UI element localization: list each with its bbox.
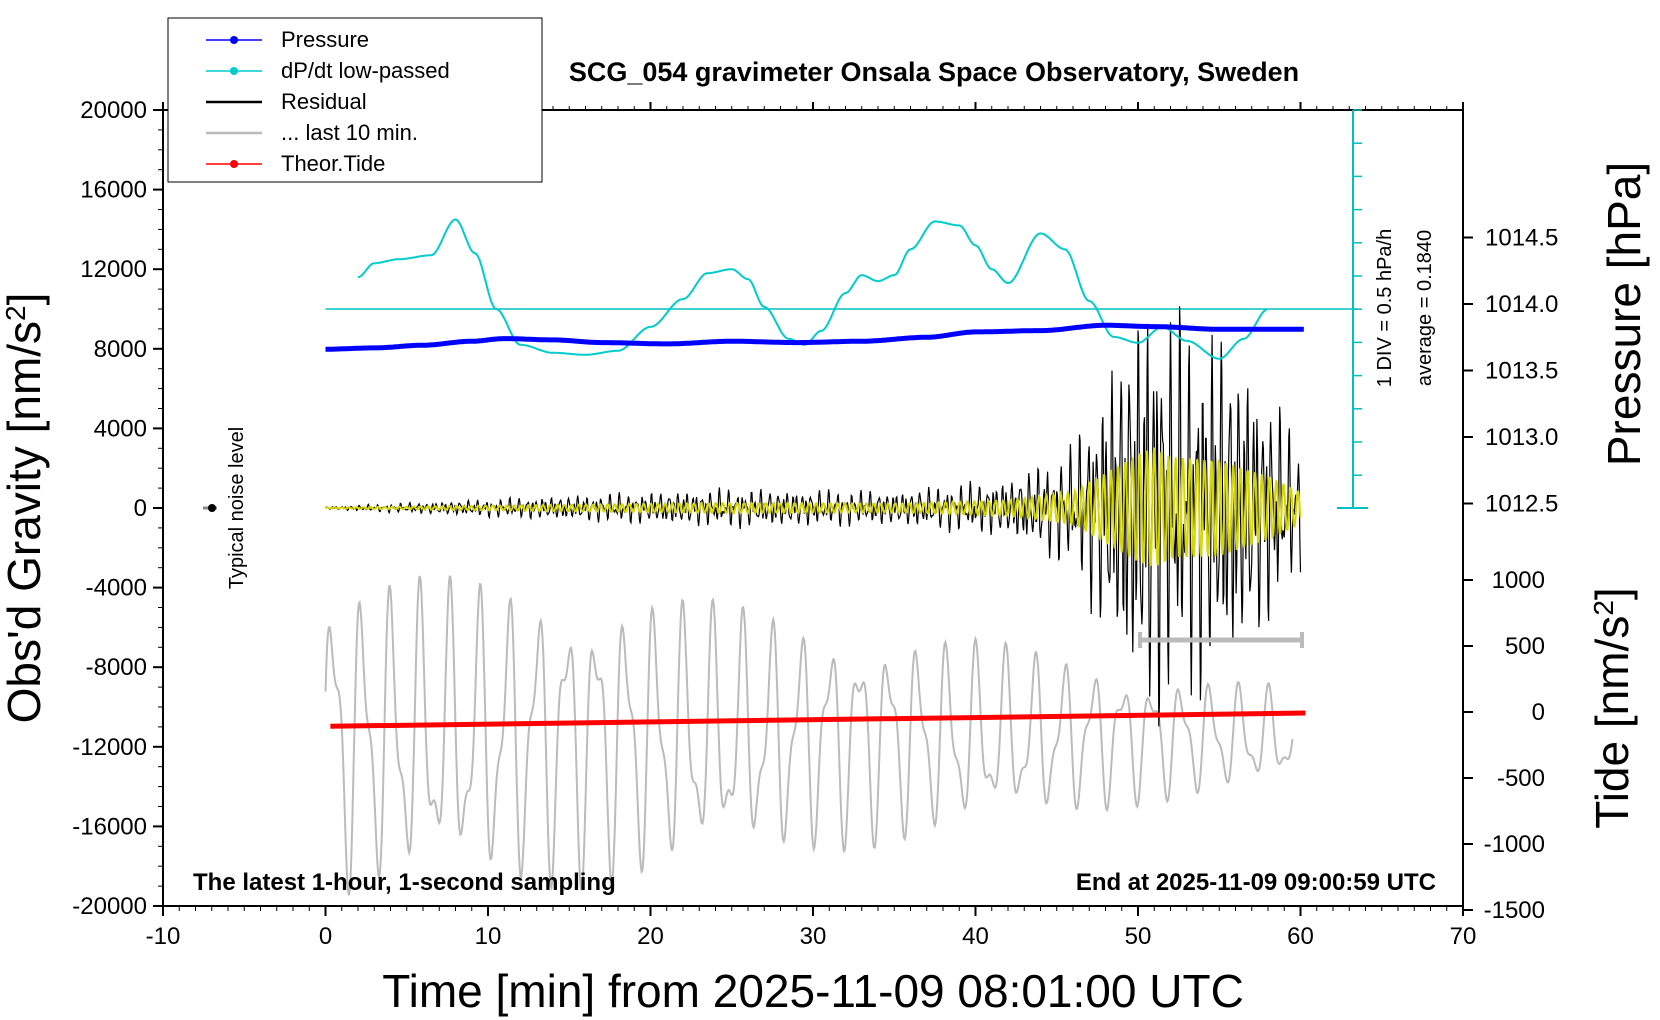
noise-level-dot [208,504,216,512]
x-tick-label: 70 [1450,923,1477,950]
y-left-tick-label: 20000 [80,97,147,124]
y-left-tick-label: -12000 [72,734,147,761]
legend-label: dP/dt low-passed [281,58,450,83]
y-left-tick-label: -20000 [72,893,147,920]
x-axis-title: Time [min] from 2025-11-09 08:01:00 UTC [382,965,1244,1017]
y-left-tick-label: 8000 [94,336,147,363]
tide-tick-label: 0 [1532,699,1545,726]
axes: -10 0 10 20 30 40 50 60 70 20000 16000 12000 8000 400… [72,97,1558,950]
y-left-tick-label: 16000 [80,177,147,204]
y-right-pressure-title: Pressure [hPa] [1598,162,1650,466]
tide-tick-label: 500 [1505,633,1545,660]
scale-bar-ticks [1353,109,1362,476]
last-10-min-bracket [1138,632,1304,648]
x-tick-label: -10 [146,923,181,950]
legend: Pressure dP/dt low-passed Residual ... last… [167,17,543,183]
pressure-tick-label: 1014.0 [1485,291,1558,318]
tide-title-sup: 2 [1588,600,1619,616]
y-left-tick-label: -8000 [86,654,147,681]
y-left-title-main: Obs'd Gravity [nm/s [0,321,50,723]
legend-swatch-dot [230,67,238,75]
tide-tick-label: -1500 [1484,897,1545,924]
y-left-title-sup: 2 [0,305,31,321]
legend-label: Pressure [281,27,369,52]
tide-tick-label: -500 [1497,765,1545,792]
pressure-tick-label: 1013.0 [1485,424,1558,451]
noise-annotation: Typical noise level [226,427,248,589]
y-right-tide-title: Tide [nm/s2] [1586,587,1638,828]
y-left-tick-label: -4000 [86,575,147,602]
tide-title-main: Tide [nm/s [1586,616,1638,829]
dpdt-trace [357,218,1267,360]
end-note: End at 2025-11-09 09:00:59 UTC [1076,869,1436,896]
x-tick-label: 30 [800,923,827,950]
last-10-min-trace [324,575,1294,896]
x-tick-label: 50 [1125,923,1152,950]
residual-filtered-trace [325,447,1302,567]
pressure-tick-label: 1014.5 [1485,225,1558,252]
x-tick-label: 0 [319,923,332,950]
x-tick-label: 60 [1287,923,1314,950]
pressure-tick-label: 1012.5 [1485,491,1558,518]
y-left-axis-title: Obs'd Gravity [nm/s2] [0,293,50,724]
legend-label: Residual [281,89,367,114]
y-left-title-end: ] [0,293,50,306]
pressure-tick-label: 1013.5 [1485,358,1558,385]
chart-title: SCG_054 gravimeter Onsala Space Observat… [569,57,1299,87]
y-left-tick-label: 12000 [80,256,147,283]
residual-trace [325,306,1302,727]
dpdt-scale-bar [1337,109,1368,509]
x-tick-label: 40 [962,923,989,950]
tide-tick-label: 1000 [1492,567,1545,594]
y-left-tick-label: 0 [134,495,147,522]
legend-label: Theor.Tide [281,151,385,176]
latest-note: The latest 1-hour, 1-second sampling [193,869,616,896]
plot-traces [324,218,1358,896]
legend-swatch-dot [230,36,238,44]
tide-title-end: ] [1586,587,1638,600]
x-tick-label: 10 [475,923,502,950]
average-annotation: average = 0.1840 [1414,230,1436,386]
legend-box [167,17,543,183]
y-left-tick-label: 4000 [94,415,147,442]
tide-tick-label: -1000 [1484,831,1545,858]
theor-tide-trace [330,710,1306,729]
y-left-tick-label: -16000 [72,813,147,840]
div-annotation: 1 DIV = 0.5 hPa/h [1374,229,1396,387]
x-tick-label: 20 [637,923,664,950]
legend-swatch-dot [230,160,238,168]
legend-label: ... last 10 min. [281,120,418,145]
pressure-trace [325,322,1304,352]
